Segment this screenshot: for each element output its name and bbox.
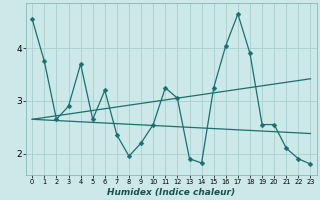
X-axis label: Humidex (Indice chaleur): Humidex (Indice chaleur) <box>107 188 236 197</box>
